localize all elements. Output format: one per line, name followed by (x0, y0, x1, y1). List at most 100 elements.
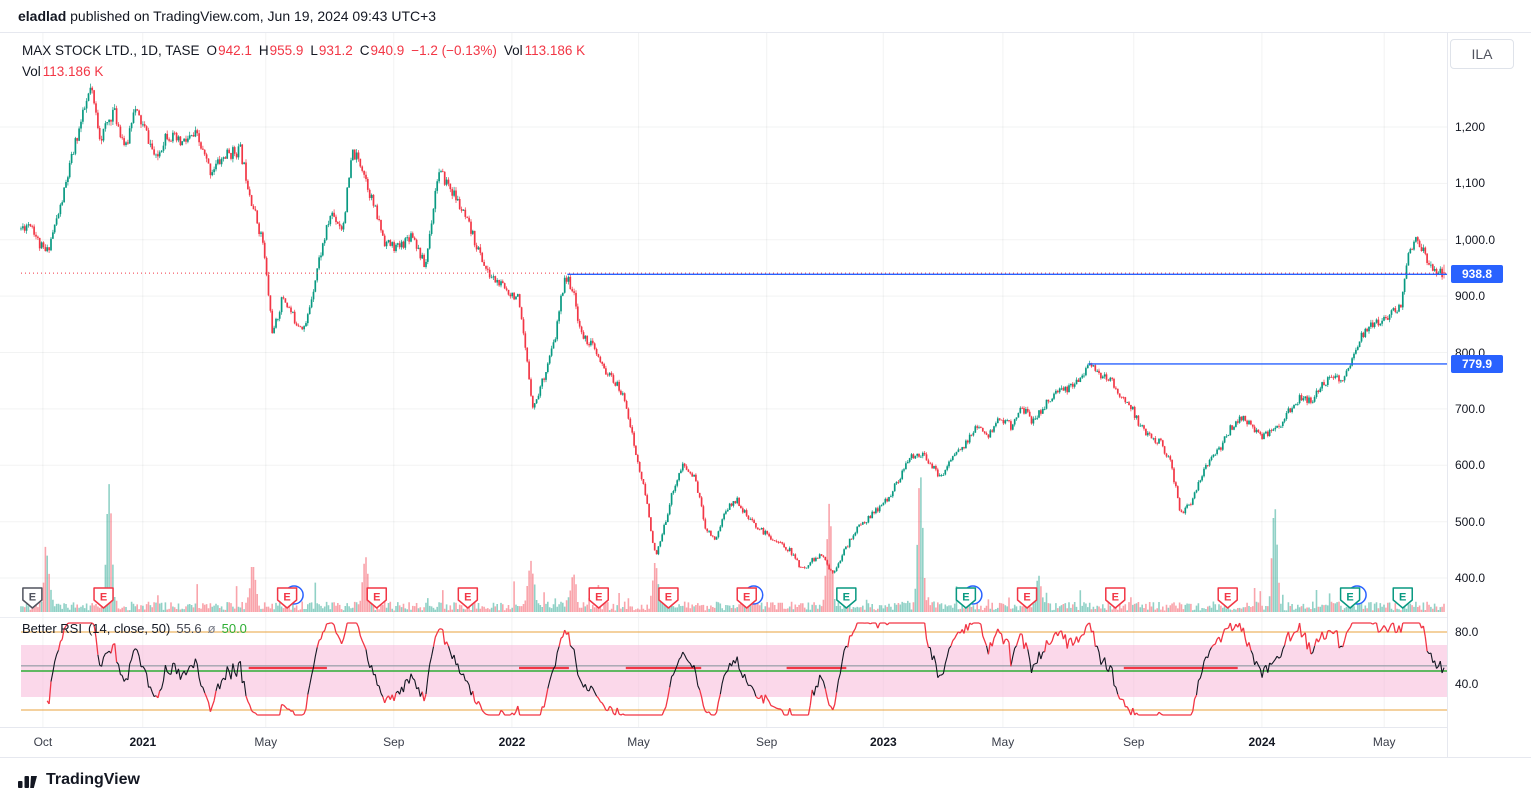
rsi-legend: Better RSI (14, close, 50) 55.6 ø 50.0 (22, 621, 247, 636)
candle-bodies-down (23, 87, 1445, 573)
time-axis-label: 2022 (498, 735, 526, 749)
time-axis-label: Oct (33, 735, 53, 749)
time-axis-label: May (254, 735, 278, 749)
earnings-shield-icon (736, 587, 757, 609)
earnings-icon: E (283, 592, 290, 604)
earnings-icon: E (464, 592, 471, 604)
time-axis-label: Sep (1123, 735, 1145, 749)
price-level-badge[interactable]: 938.8 (1451, 265, 1503, 284)
earnings-icon: E (665, 592, 672, 604)
earnings-icon: E (373, 592, 380, 604)
volume-bars-down (23, 488, 1445, 612)
price-axis-label: 700.0 (1455, 401, 1486, 416)
volume-label: Vol (503, 43, 523, 58)
earnings-shield-icon (955, 587, 977, 609)
earnings-icon: E (1023, 592, 1030, 604)
ohlc-open-label: O (206, 43, 218, 58)
time-axis-label: 2021 (129, 735, 157, 749)
rsi-axis-label: 40.0 (1455, 677, 1479, 691)
price-axis-label: 500.0 (1455, 514, 1486, 529)
panel-separator (0, 617, 1447, 618)
price-axis-label: 900.0 (1455, 289, 1486, 304)
rsi-title[interactable]: Better RSI (22, 621, 82, 636)
rsi-value: 55.6 (176, 621, 202, 636)
rsi-average-symbol: ø (207, 621, 216, 636)
ohlc-high-label: H (258, 43, 269, 58)
earnings-shield-icon (588, 587, 609, 609)
earnings-shield-icon (836, 587, 857, 609)
earnings-icon: E (962, 592, 969, 604)
vol-indicator-label[interactable]: Vol (22, 64, 41, 79)
earnings-marker[interactable]: E (836, 587, 857, 609)
time-axis[interactable]: Oct 2021 May Sep 2022 May Sep 2023 May Sep 2024 May (0, 727, 1447, 757)
rsi-axis-label: 80.0 (1455, 625, 1479, 639)
volume-value: 113.186 K (524, 43, 586, 58)
candle-bodies-up (20, 87, 1442, 573)
ohlc-low-label: L (310, 43, 318, 58)
publish-info: published on TradingView.com, Jun 19, 20… (66, 8, 437, 24)
rsi-line (50, 645, 1445, 698)
earnings-shield-icon (1105, 587, 1126, 609)
price-axis-label: 1,000.0 (1455, 232, 1496, 247)
earnings-marker[interactable]: E (1392, 587, 1413, 609)
earnings-marker[interactable]: E (93, 587, 114, 609)
publish-header: eladlad published on TradingView.com, Ju… (0, 0, 1531, 33)
earnings-marker[interactable]: E (1217, 587, 1238, 609)
rsi-params: (14, close, 50) (87, 621, 171, 636)
earnings-shield-icon (366, 587, 387, 609)
earnings-icon: E (1224, 592, 1231, 604)
author-name: eladlad (18, 8, 67, 24)
price-axis-label: 1,200 (1455, 120, 1486, 134)
ohlc-close-label: C (359, 43, 370, 58)
time-axis-label: 2024 (1248, 735, 1276, 749)
earnings-marker[interactable]: E (1016, 587, 1038, 609)
earnings-marker[interactable]: E (457, 587, 479, 609)
earnings-icon: E (100, 592, 107, 604)
symbol-title[interactable]: MAX STOCK LTD., 1D, TASE (22, 43, 200, 58)
earnings-icon: E (743, 592, 750, 604)
rsi-average-value: 50.0 (221, 621, 247, 636)
price-scale[interactable]: 1,200 1,100 1,000.0 900.0 800.0 700.0 600.0 500… (1447, 33, 1531, 757)
tradingview-logo-icon[interactable] (17, 770, 38, 791)
earnings-marker[interactable]: E (1105, 587, 1126, 609)
footer: TradingView (0, 757, 1531, 802)
earnings-shield-icon (1339, 587, 1361, 609)
ohlc-open-value: 942.1 (218, 43, 252, 58)
time-axis-label: May (1372, 735, 1396, 749)
earnings-marker[interactable]: E (1339, 585, 1367, 609)
earnings-marker[interactable]: E (22, 587, 43, 609)
earnings-icon: E (843, 592, 850, 604)
time-axis-label: May (627, 735, 650, 749)
earnings-marker[interactable]: E (658, 587, 679, 609)
time-axis-label: Sep (383, 735, 405, 749)
earnings-marker[interactable]: E (588, 587, 609, 609)
earnings-shield-icon (276, 587, 298, 609)
earnings-marker[interactable]: E (736, 585, 764, 609)
related-symbol-badge[interactable]: ILA (1450, 39, 1514, 69)
earnings-icon: E (1399, 592, 1406, 604)
ohlc-low-value: 931.2 (318, 43, 353, 58)
earnings-marker[interactable]: E (366, 587, 387, 609)
ohlc-high-value: 955.9 (269, 43, 304, 58)
earnings-icon: E (1346, 592, 1353, 604)
earnings-icon: E (29, 592, 36, 604)
earnings-shield-icon (93, 587, 114, 609)
ohlc-close-value: 940.9 (370, 43, 405, 58)
earnings-icon: E (595, 592, 602, 604)
price-axis-label: 400.0 (1455, 571, 1486, 586)
time-axis-label: 2023 (869, 735, 897, 749)
price-axis-label: 1,100 (1455, 176, 1486, 191)
vol-indicator-value: 113.186 K (42, 64, 104, 79)
change-value: −1.2 (−0.13%) (411, 43, 497, 58)
earnings-shield-icon (1217, 587, 1238, 609)
time-axis-label: May (991, 735, 1015, 749)
price-level-badge[interactable]: 779.9 (1451, 354, 1503, 373)
earnings-shield-icon (22, 587, 43, 609)
earnings-shield-icon (1392, 587, 1413, 609)
earnings-shield-icon (1016, 587, 1038, 609)
earnings-marker[interactable]: E (955, 585, 983, 609)
tradingview-brand[interactable]: TradingView (46, 771, 140, 788)
earnings-marker[interactable]: E (276, 585, 304, 609)
symbol-legend: MAX STOCK LTD., 1D, TASE O 942.1 H 955.9 L… (22, 40, 585, 82)
